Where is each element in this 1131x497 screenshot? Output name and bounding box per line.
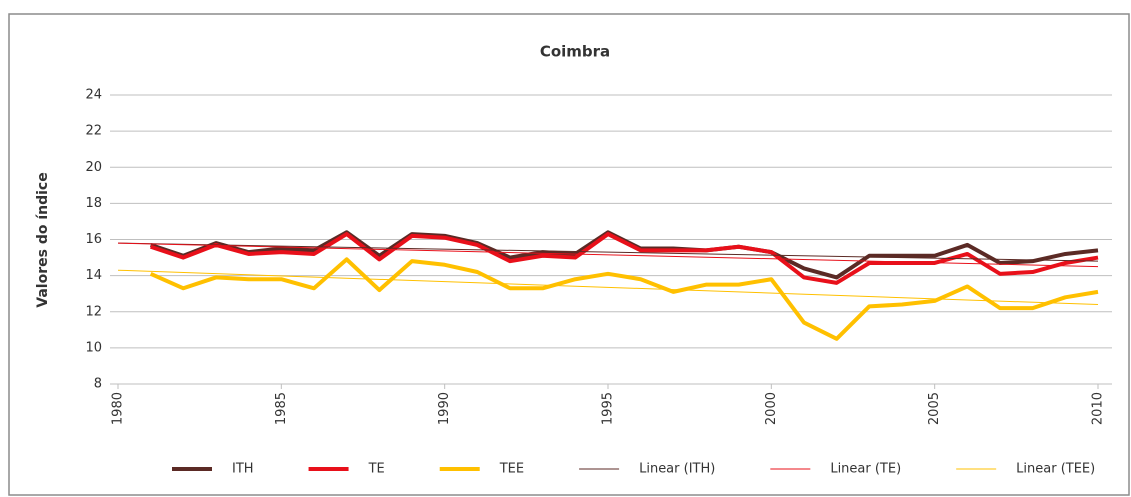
legend-label: Linear (ITH) xyxy=(639,462,715,477)
legend-label: Linear (TEE) xyxy=(1016,462,1095,477)
y-tick-label: 8 xyxy=(94,377,102,392)
chart-title: Coimbra xyxy=(540,43,610,61)
y-tick-label: 12 xyxy=(85,304,102,319)
y-tick-label: 10 xyxy=(85,340,102,355)
y-tick-label: 14 xyxy=(85,268,102,283)
y-tick-label: 20 xyxy=(85,160,102,175)
legend-label: TEE xyxy=(499,462,524,477)
x-tick-label: 2005 xyxy=(927,392,942,425)
x-tick-label: 2000 xyxy=(764,392,779,425)
x-tick-label: 1985 xyxy=(274,392,289,425)
x-tick-label: 1980 xyxy=(111,392,126,425)
y-tick-label: 18 xyxy=(85,196,102,211)
y-axis-label: Valores do índice xyxy=(35,172,51,307)
x-tick-label: 1990 xyxy=(437,392,452,425)
series-line xyxy=(117,269,1099,306)
legend-label: ITH xyxy=(232,462,254,477)
y-tick-label: 22 xyxy=(85,124,102,139)
series-line xyxy=(117,242,1099,268)
series-line xyxy=(150,232,1099,285)
legend-label: TE xyxy=(368,462,385,477)
legend-label: Linear (TE) xyxy=(830,462,901,477)
x-tick-label: 2010 xyxy=(1091,392,1106,425)
y-tick-label: 24 xyxy=(85,88,102,103)
x-tick-label: 1995 xyxy=(601,392,616,425)
series-line xyxy=(117,242,1099,262)
y-tick-label: 16 xyxy=(85,232,102,247)
